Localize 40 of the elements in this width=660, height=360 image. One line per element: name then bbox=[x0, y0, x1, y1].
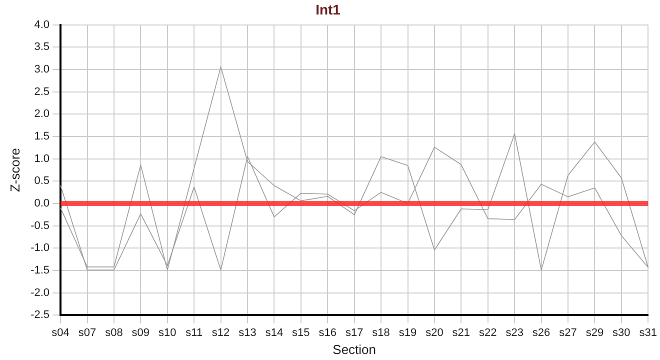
x-tick-label: s07 bbox=[78, 326, 96, 339]
x-tick-label: s14 bbox=[265, 326, 284, 339]
x-tick-label: s13 bbox=[238, 326, 256, 339]
y-tick-label: 0.0 bbox=[34, 198, 50, 210]
x-tick-label: s17 bbox=[345, 326, 364, 339]
x-tick-label: s10 bbox=[158, 326, 176, 339]
x-tick-label: s16 bbox=[318, 326, 337, 339]
x-tick-label: s11 bbox=[186, 326, 203, 339]
x-tick-label: s08 bbox=[105, 326, 123, 339]
y-tick-label: -1.5 bbox=[30, 264, 50, 277]
y-tick-label: 3.0 bbox=[34, 64, 50, 76]
x-tick-label: s12 bbox=[212, 326, 230, 339]
x-tick-label: s15 bbox=[292, 326, 310, 339]
x-tick-label: s23 bbox=[506, 326, 524, 339]
y-tick-label: 2.0 bbox=[34, 108, 50, 120]
x-tick-label: s31 bbox=[639, 326, 658, 339]
x-tick-label: s18 bbox=[372, 326, 390, 339]
y-tick-label: -2.0 bbox=[30, 286, 50, 299]
x-tick-label: s30 bbox=[612, 326, 630, 339]
y-axis-title: Z-score bbox=[7, 148, 22, 192]
chart-title: Int1 bbox=[316, 1, 341, 18]
x-tick-label: s27 bbox=[559, 326, 577, 339]
x-tick-label: s26 bbox=[532, 326, 550, 339]
y-tick-label: 2.5 bbox=[34, 86, 50, 98]
x-tick-label: s22 bbox=[479, 326, 497, 339]
y-tick-label: -2.5 bbox=[30, 309, 50, 322]
x-tick-label: s09 bbox=[132, 326, 150, 339]
y-tick-label: 1.5 bbox=[34, 130, 50, 143]
y-tick-label: 4.0 bbox=[34, 18, 50, 31]
y-tick-label: 0.5 bbox=[34, 175, 50, 188]
y-tick-label: -1.0 bbox=[30, 242, 50, 254]
y-tick-label: -0.5 bbox=[30, 220, 50, 232]
x-tick-label: s20 bbox=[426, 326, 444, 339]
x-tick-label: s21 bbox=[452, 326, 470, 339]
x-axis-title: Section bbox=[332, 342, 376, 357]
x-tick-label: s04 bbox=[52, 326, 70, 339]
x-tick-label: s19 bbox=[398, 326, 417, 339]
x-tick-label: s29 bbox=[586, 326, 604, 339]
y-tick-label: 1.0 bbox=[34, 152, 50, 165]
y-tick-label: 3.5 bbox=[34, 41, 50, 54]
